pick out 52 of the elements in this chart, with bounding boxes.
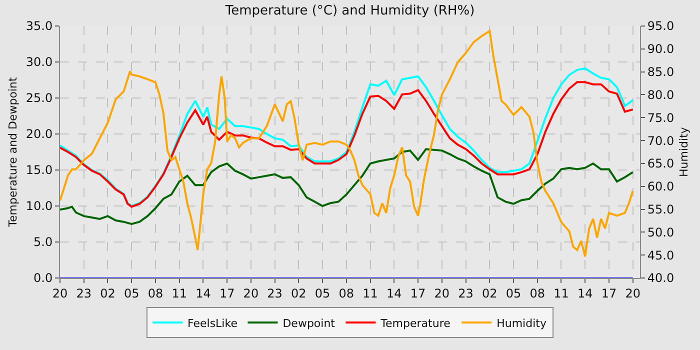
x-tick-label: 23 xyxy=(458,286,474,300)
y-tick-label: 30.0 xyxy=(26,55,53,70)
legend-label: Humidity xyxy=(496,316,547,330)
x-tick-label: 11 xyxy=(172,286,187,300)
y2-axis-title: Humidity xyxy=(677,126,690,177)
y-tick-label: 5.0 xyxy=(34,235,53,250)
x-tick-label: 20 xyxy=(625,286,640,300)
x-tick-label: 17 xyxy=(601,286,617,300)
x-tick-label: 02 xyxy=(100,286,116,300)
y-tick-label: 35.0 xyxy=(26,19,53,34)
y-tick-label: 10.0 xyxy=(26,199,53,214)
x-tick-label: 05 xyxy=(506,286,522,300)
y2-tick-label: 80.0 xyxy=(647,88,674,102)
y2-tick-label: 65.0 xyxy=(647,156,674,171)
legend-label: FeelsLike xyxy=(188,316,238,330)
x-tick-label: 17 xyxy=(219,286,235,300)
y2-tick-label: 40.0 xyxy=(647,271,674,286)
x-tick-label: 11 xyxy=(362,286,378,300)
x-tick-label: 02 xyxy=(482,286,498,300)
y2-tick-label: 90.0 xyxy=(647,42,674,56)
y2-tick-label: 50.0 xyxy=(647,225,674,240)
legend-label: Dewpoint xyxy=(282,316,336,330)
x-tick-label: 23 xyxy=(267,286,282,300)
y2-tick-label: 60.0 xyxy=(647,180,674,194)
y2-tick-label: 55.0 xyxy=(647,202,674,216)
y-tick-label: 0.0 xyxy=(34,271,53,286)
y-tick-label: 15.0 xyxy=(26,163,53,178)
chart-title: Temperature (°C) and Humidity (RH%) xyxy=(224,3,475,18)
x-tick-label: 11 xyxy=(554,286,569,300)
x-tick-label: 20 xyxy=(434,286,450,300)
y2-tick-label: 85.0 xyxy=(647,65,674,80)
x-tick-label: 20 xyxy=(52,286,68,300)
y-tick-label: 20.0 xyxy=(26,127,53,142)
y2-tick-label: 70.0 xyxy=(647,134,674,148)
y2-tick-label: 95.0 xyxy=(647,19,674,34)
x-tick-label: 05 xyxy=(314,286,330,300)
x-tick-label: 08 xyxy=(338,286,354,300)
x-tick-label: 02 xyxy=(291,286,306,300)
x-tick-label: 08 xyxy=(530,286,546,300)
y-axis-title: Temperature and Dewpoint xyxy=(6,76,20,228)
y2-tick-label: 75.0 xyxy=(647,110,674,125)
x-tick-label: 17 xyxy=(410,286,426,300)
x-tick-label: 14 xyxy=(386,286,402,300)
x-tick-label: 05 xyxy=(124,286,140,300)
x-tick-label: 14 xyxy=(577,286,593,300)
x-tick-label: 08 xyxy=(148,286,164,300)
y2-tick-label: 45.0 xyxy=(647,248,674,262)
x-tick-label: 20 xyxy=(243,286,259,300)
legend-label: Temperature xyxy=(380,316,451,330)
x-tick-label: 14 xyxy=(196,286,211,300)
x-tick-label: 23 xyxy=(76,286,92,300)
y-tick-label: 25.0 xyxy=(26,91,53,106)
